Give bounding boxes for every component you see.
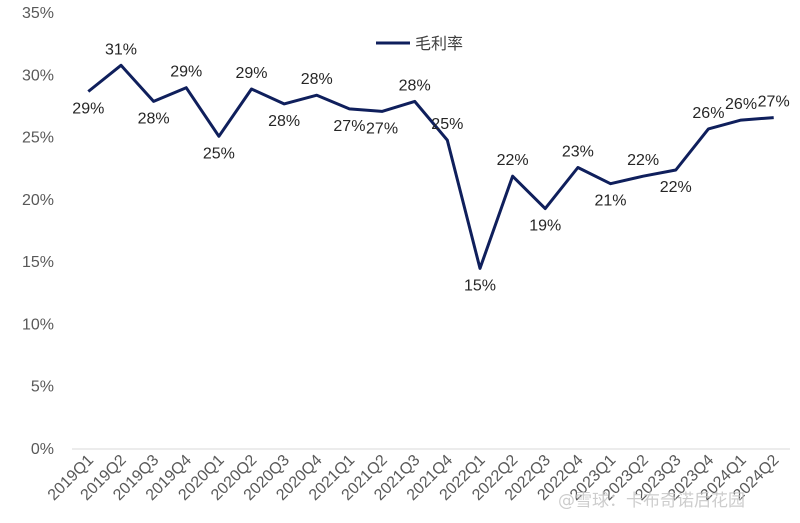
- data-label: 15%: [464, 277, 496, 294]
- y-axis-tick-labels: 0% 5% 10% 15% 20% 25% 30% 35%: [22, 5, 54, 458]
- data-label: 28%: [301, 71, 333, 88]
- data-label: 22%: [660, 179, 692, 196]
- data-label: 26%: [692, 105, 724, 122]
- data-label: 28%: [268, 113, 300, 130]
- y-tick-label: 15%: [22, 254, 54, 271]
- data-label: 26%: [725, 96, 757, 113]
- y-tick-label: 5%: [31, 379, 54, 396]
- data-label: 22%: [497, 152, 529, 169]
- y-tick-label: 20%: [22, 192, 54, 209]
- data-label: 27%: [333, 118, 365, 135]
- data-label: 29%: [170, 64, 202, 81]
- data-label: 22%: [627, 152, 659, 169]
- data-label: 25%: [431, 116, 463, 133]
- y-tick-label: 30%: [22, 67, 54, 84]
- data-label: 28%: [399, 77, 431, 94]
- data-label: 27%: [366, 120, 398, 137]
- gross-margin-line: [87, 63, 774, 270]
- data-labels: 29%31%28%29%25%29%28%28%27% 27%28%25%15%2…: [72, 41, 789, 294]
- y-tick-label: 35%: [22, 5, 54, 22]
- legend-label: 毛利率: [415, 34, 463, 53]
- y-tick-label: 10%: [22, 316, 54, 333]
- data-label: 28%: [138, 110, 170, 127]
- data-label: 19%: [529, 218, 561, 235]
- y-tick-label: 25%: [22, 130, 54, 147]
- data-label: 25%: [203, 145, 235, 162]
- data-label: 29%: [72, 100, 104, 117]
- data-label: 21%: [594, 193, 626, 210]
- data-label: 27%: [758, 94, 790, 111]
- data-label: 29%: [235, 65, 267, 82]
- watermark-text: @雪球：卡布奇诺后花园: [558, 491, 745, 511]
- data-label: 31%: [105, 41, 137, 58]
- legend: 毛利率: [376, 34, 463, 53]
- y-tick-label: 0%: [31, 441, 54, 458]
- data-label: 23%: [562, 143, 594, 160]
